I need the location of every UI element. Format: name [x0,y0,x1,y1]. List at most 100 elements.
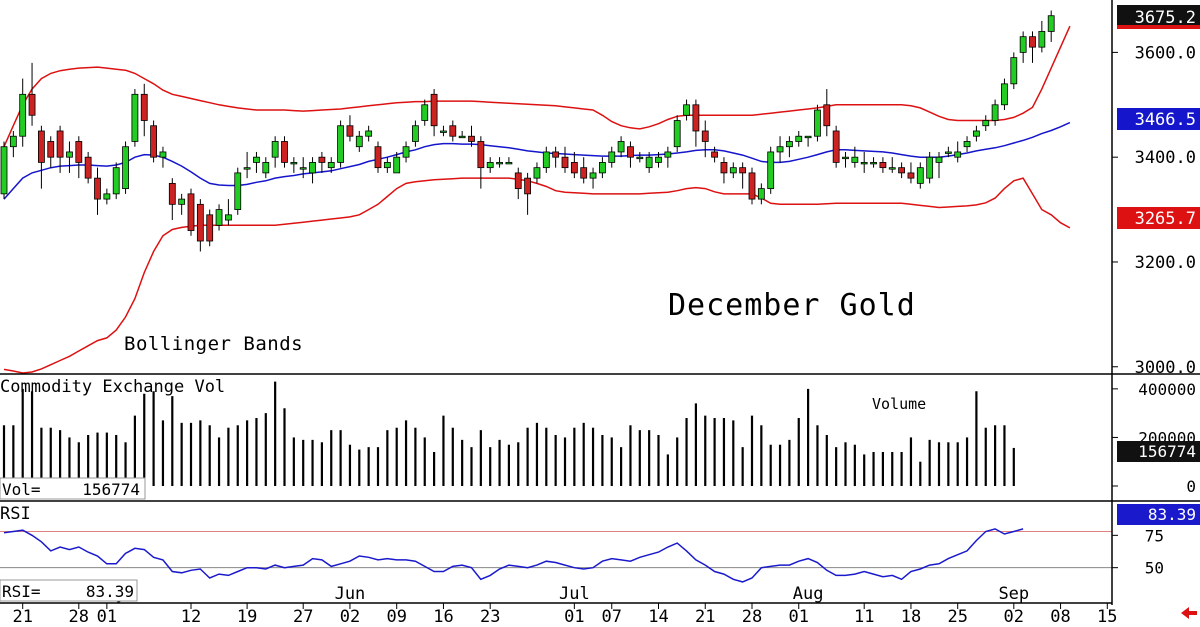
candle-body [355,135,363,148]
candle [1038,20,1046,53]
candle-body [271,141,279,158]
candle-body [327,162,335,169]
candle-body [580,167,588,179]
candle [28,62,36,126]
candle-body [935,156,943,163]
candle-body [570,162,578,174]
candle [262,157,270,179]
candle [66,141,73,173]
candle-body [767,151,775,190]
lower-band-tag: 3265.7 [1135,209,1196,229]
candle [888,157,896,173]
date-tick-label: 01 [564,607,584,627]
candle-body [430,93,438,127]
candle [711,146,718,163]
candle-body [514,172,522,190]
candle [907,162,915,184]
date-tick-label: 28 [742,607,762,627]
candle-body [954,151,962,158]
candle [832,125,840,168]
chart-title: December Gold [668,288,916,323]
candle-body [786,141,793,148]
candle [206,209,214,247]
candle [655,151,662,168]
candle [140,83,148,137]
date-tick-label: 09 [386,607,406,627]
candle [786,136,793,158]
candle [748,167,756,205]
candle-body [75,141,83,163]
volume-bars [2,381,1015,486]
last-price-tag-bg [1117,5,1200,27]
date-tick-label: 11 [854,607,874,627]
candle [870,157,877,168]
candle-body [66,151,73,158]
candle [542,146,550,173]
candle [112,162,120,200]
date-tick-label: 07 [602,607,622,627]
candle-body [84,156,92,179]
candle-body [561,156,569,169]
candle-body [926,156,934,179]
candle-body [140,93,148,121]
candle [196,199,204,252]
candle-body [1038,31,1046,48]
candle [804,135,812,147]
candle [851,146,859,168]
candle [701,120,709,158]
candle-body [645,156,653,169]
candle-body [851,156,859,163]
candle-body [870,162,877,165]
candle-body [299,167,307,170]
scroll-right-arrow-icon[interactable] [1181,607,1197,619]
candle [393,151,401,174]
price-tick-label: 3600.0 [1135,43,1196,63]
candle-body [879,162,887,169]
date-tick-label: 23 [480,607,500,627]
candle-body [243,167,251,170]
candle [449,120,457,142]
candle-body [907,172,915,179]
date-tick-label: 14 [648,607,668,627]
candle-body [168,182,176,205]
candle [187,188,195,236]
candle-body [224,214,232,221]
candle [1019,31,1027,63]
candle [599,157,606,179]
date-tick-label: 18 [901,607,921,627]
candle [430,89,438,137]
candle-body [9,135,17,148]
price-tick-label: 3200.0 [1135,253,1196,273]
candle-body [655,156,662,163]
candle-body [842,156,849,160]
volume-tick-label: 400000 [1138,380,1196,399]
candle-body [318,156,326,163]
candle [327,157,335,173]
candle [767,146,775,194]
candle [346,115,354,142]
candle [524,172,531,215]
candle-body [823,104,831,127]
month-label: Aug [793,584,824,604]
candle [776,136,784,163]
candle-body [627,146,634,158]
candle [318,151,326,173]
candle [309,157,316,184]
candle-body [683,104,690,116]
candle-body [131,93,139,142]
volume-readout-value: 156774 [82,480,140,499]
candle-body [150,125,158,158]
candle-body [187,193,195,231]
candle [215,204,223,231]
rsi-tag-bg [1117,504,1200,525]
candle-body [739,167,747,174]
candle [916,162,924,189]
candle-body [196,203,204,242]
candle [683,99,690,121]
candle [19,78,27,147]
candle [795,130,803,147]
candle [374,141,382,173]
date-tick-label: 01 [789,607,809,627]
ma-tag-bg [1117,108,1200,130]
date-tick-label: 25 [947,607,967,627]
